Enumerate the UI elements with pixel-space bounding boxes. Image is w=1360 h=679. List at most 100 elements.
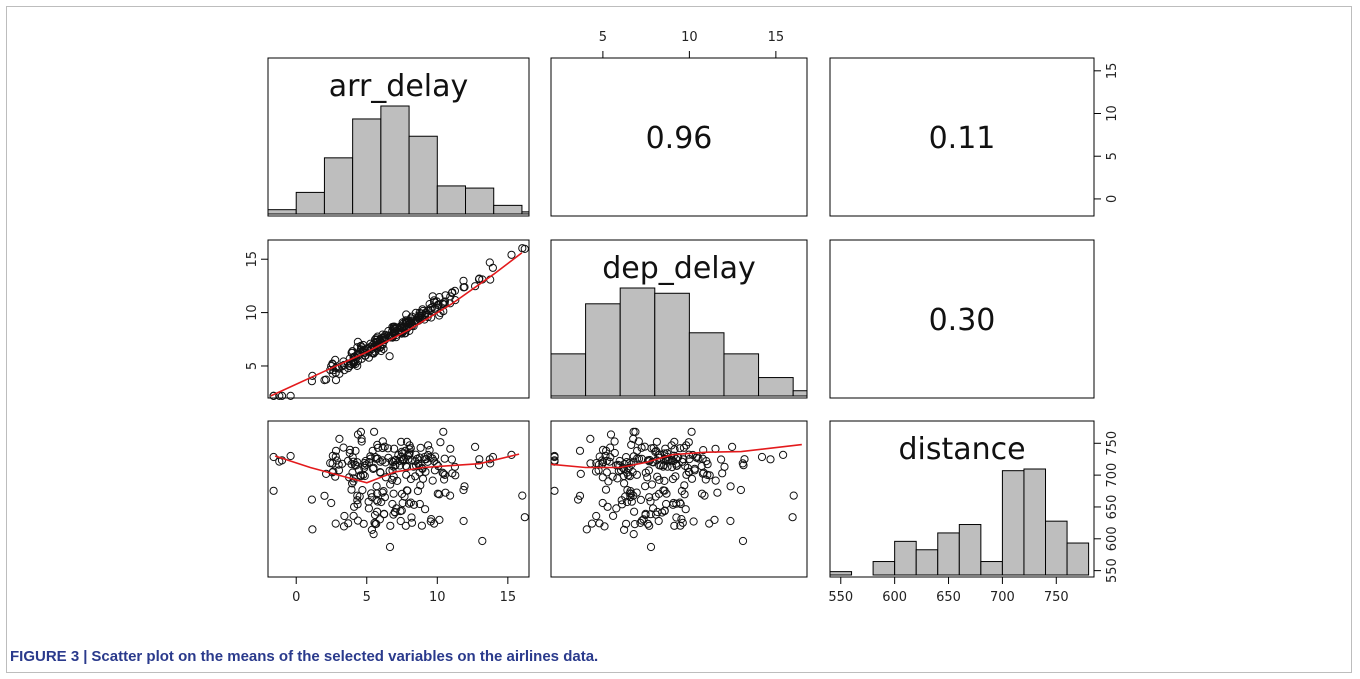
scatter-point xyxy=(364,353,373,362)
tick-label-distance: 650 xyxy=(1105,495,1120,520)
hist-bar-distance xyxy=(980,561,1003,576)
hist-bar-arr_delay xyxy=(521,211,530,215)
scatter-point xyxy=(327,498,336,508)
scatter-point xyxy=(575,446,585,455)
scatter-point xyxy=(340,366,349,375)
scatter-point xyxy=(329,467,338,476)
scatter-point xyxy=(679,443,689,452)
scatter-point xyxy=(359,470,368,479)
scatter-point xyxy=(399,319,408,328)
scatter-point xyxy=(574,495,583,504)
tick-label-dep_delay: 10 xyxy=(681,30,698,45)
variable-label-arr_delay: arr_delay xyxy=(329,69,469,104)
tick-label-distance: 550 xyxy=(1105,558,1120,583)
hist-bar-dep_delay xyxy=(654,292,690,397)
scatter-point xyxy=(600,522,609,531)
tick-label-distance: 750 xyxy=(1044,590,1069,605)
scatter-point xyxy=(348,348,357,357)
scatter-point xyxy=(388,499,397,509)
scatter-point xyxy=(713,488,722,497)
scatter-point xyxy=(391,324,400,333)
scatter-point xyxy=(366,339,375,348)
scatter-point xyxy=(331,446,341,455)
scatter-point xyxy=(335,434,344,443)
tick-label-arr_delay: 0 xyxy=(1105,195,1120,203)
scatter-point xyxy=(485,455,494,464)
variable-label-distance: distance xyxy=(898,432,1025,467)
hist-bar-dep_delay xyxy=(792,390,808,397)
scatter-point xyxy=(612,504,621,513)
scatter-point xyxy=(431,452,440,461)
scatter-point xyxy=(606,430,616,439)
scatter-point xyxy=(620,525,629,535)
caption-separator: | xyxy=(83,648,88,665)
scatter-point xyxy=(711,476,720,485)
scatter-point xyxy=(603,502,612,511)
scatter-point xyxy=(550,486,559,495)
scatter-point xyxy=(446,491,455,500)
scatter-point xyxy=(520,513,529,522)
scatter-point xyxy=(385,352,394,361)
panel-1-2 xyxy=(550,57,808,217)
scatter-point xyxy=(435,515,444,525)
scatter-point xyxy=(378,437,387,446)
scatter-point xyxy=(376,457,385,466)
correlation-arr_delay-distance: 0.11 xyxy=(929,121,996,156)
smooth-line-dep-vs-arr xyxy=(270,252,523,397)
panel-2-2 xyxy=(550,239,808,399)
scatter-point xyxy=(320,491,329,500)
scatter-point xyxy=(636,518,645,528)
scatter-point xyxy=(681,505,690,514)
tick-label-distance: 700 xyxy=(1105,463,1120,488)
scatter-point xyxy=(677,515,686,524)
scatter-point xyxy=(740,455,749,464)
scatter-point xyxy=(380,332,389,341)
scatter-point xyxy=(402,310,411,319)
scatter-point xyxy=(385,542,395,552)
scatter-point xyxy=(700,491,709,500)
tick-label-arr_delay: 5 xyxy=(1105,152,1120,160)
scatter-point xyxy=(345,445,355,454)
tick-label-distance: 650 xyxy=(936,590,961,605)
scatter-point xyxy=(668,500,678,509)
scatter-point xyxy=(418,474,428,483)
scatter-point xyxy=(404,499,414,508)
scatter-point xyxy=(660,476,669,485)
scatter-point xyxy=(630,520,639,529)
scatter-point xyxy=(728,442,737,451)
scatter-point xyxy=(401,521,410,530)
scatter-point xyxy=(409,500,419,509)
scatter-point xyxy=(372,482,381,491)
scatter-point xyxy=(451,296,460,305)
scatter-point xyxy=(369,530,378,539)
scatter-point xyxy=(710,515,719,525)
scatter-point xyxy=(349,457,358,466)
tick-label-dep_delay: 15 xyxy=(768,30,785,45)
scatter-point xyxy=(550,451,559,461)
scatter-point xyxy=(334,466,344,475)
scatter-point xyxy=(377,346,386,356)
scatter-point xyxy=(360,459,369,468)
scatter-point xyxy=(632,470,642,479)
variable-label-dep_delay: dep_delay xyxy=(602,251,756,286)
scatter-point xyxy=(592,511,601,521)
figure-caption: FIGURE 3 | Scatter plot on the means of th… xyxy=(10,648,598,665)
scatter-point xyxy=(610,448,619,458)
hist-bar-arr_delay xyxy=(493,204,523,215)
scatter-point xyxy=(687,427,696,436)
scatter-point xyxy=(736,485,746,495)
tick-label-dep_delay: 5 xyxy=(245,362,260,370)
scatter-point xyxy=(340,511,349,521)
tick-label-arr_delay: 15 xyxy=(1105,63,1120,80)
panel-1-3 xyxy=(829,57,1095,217)
tick-label-arr_delay: 5 xyxy=(363,590,371,605)
scatter-point xyxy=(367,489,376,498)
scatter-point xyxy=(348,479,357,488)
scatter-point xyxy=(672,461,681,470)
scatter-point xyxy=(331,519,340,528)
scatter-point xyxy=(286,391,295,400)
scatter-point xyxy=(428,292,437,301)
scatter-point xyxy=(391,333,401,342)
scatter-point xyxy=(367,344,376,354)
scatter-point xyxy=(322,469,331,478)
